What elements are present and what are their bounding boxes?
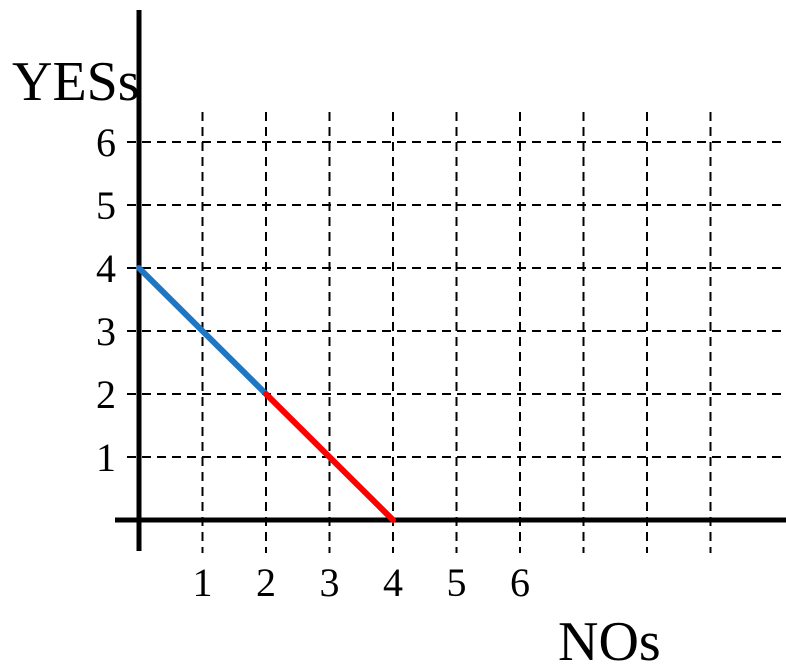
x-tick-label: 1	[193, 560, 213, 605]
x-tick-label: 3	[320, 560, 340, 605]
y-tick-label: 2	[96, 372, 116, 417]
x-tick-label: 5	[447, 560, 467, 605]
y-axis-title: YESs	[12, 51, 140, 113]
y-tick-labels: 1 2 3 4 5 6	[96, 120, 116, 480]
series-line-1	[136, 265, 269, 397]
y-tick-label: 5	[96, 183, 116, 228]
y-tick-label: 6	[96, 120, 116, 165]
grid	[127, 112, 786, 553]
y-tick-label: 3	[96, 309, 116, 354]
x-tick-label: 4	[383, 560, 403, 605]
x-axis-title: NOs	[558, 611, 661, 665]
y-tick-label: 1	[96, 435, 116, 480]
x-tick-label: 2	[256, 560, 276, 605]
x-tick-label: 6	[510, 560, 530, 605]
series-group	[136, 265, 396, 523]
series-line-2	[263, 391, 396, 523]
axes	[115, 10, 786, 551]
y-tick-label: 4	[96, 246, 116, 291]
